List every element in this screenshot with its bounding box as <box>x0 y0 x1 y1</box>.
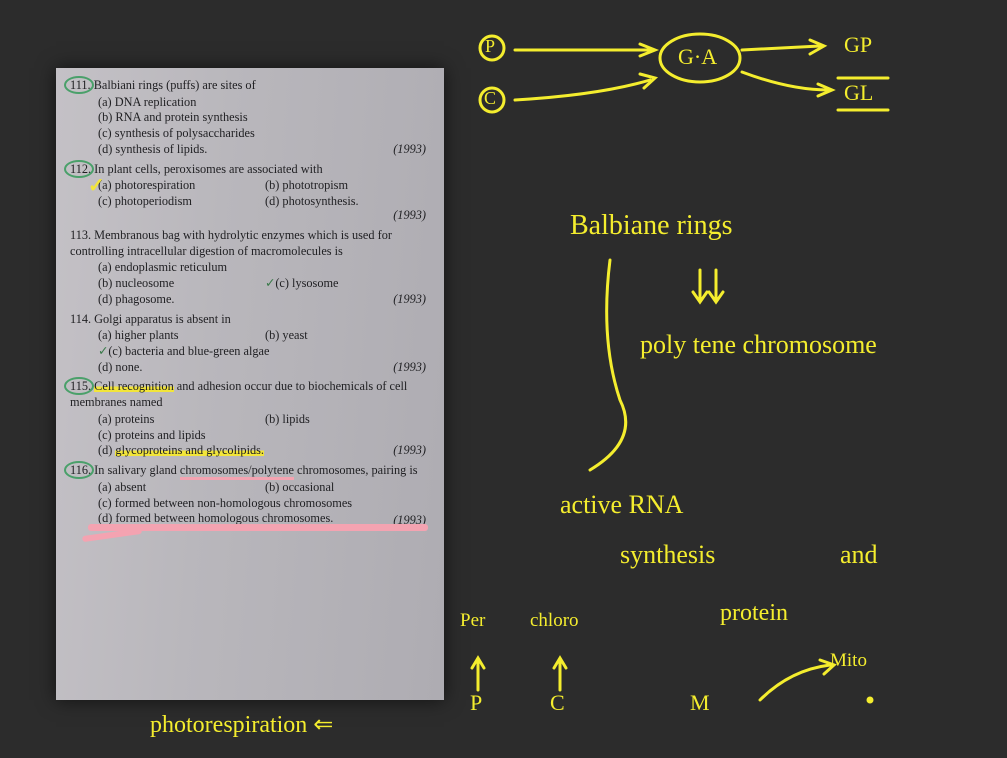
question-115: 115. Cell recognition and adhesion occur… <box>70 379 432 459</box>
question-stem: Cell recognition and adhesion occur due … <box>70 379 407 409</box>
option-b: (b) occasional <box>265 480 432 496</box>
question-number: 112. <box>70 162 91 176</box>
printed-page: 111. Balbiani rings (puffs) are sites of… <box>56 68 444 700</box>
hw-p-label: P <box>485 36 495 57</box>
option-b: (b) lipids <box>265 412 432 428</box>
pink-underline-icon <box>82 528 142 542</box>
hw-mito: Mito <box>830 650 867 672</box>
hw-c-label: C <box>484 88 496 109</box>
option-a: (a) photorespiration <box>98 178 265 194</box>
option-c: (c) synthesis of polysaccharides <box>98 126 432 142</box>
hw-c2: C <box>550 690 565 716</box>
option-a: (a) absent <box>98 480 265 496</box>
question-114: 114. Golgi apparatus is absent in (a) hi… <box>70 312 432 376</box>
year-label: (1993) <box>393 443 426 459</box>
question-number: 111. <box>70 78 91 92</box>
option-a: (a) proteins <box>98 412 265 428</box>
hw-ga-label: G·A <box>678 44 717 70</box>
question-number: 116. <box>70 463 91 477</box>
hw-and: and <box>840 540 878 570</box>
option-c: ✓(c) bacteria and blue-green algae <box>98 344 432 360</box>
option-a: (a) higher plants <box>98 328 265 344</box>
year-label: (1993) <box>393 513 426 529</box>
hw-frac-top: GP <box>844 32 872 58</box>
hw-balbiane: Balbiane rings <box>570 210 733 242</box>
question-113: 113. Membranous bag with hydrolytic enzy… <box>70 228 432 308</box>
hw-synthesis: synthesis <box>620 540 715 570</box>
year-label: (1993) <box>393 292 426 308</box>
option-d: (d) glycoproteins and glycolipids. <box>98 443 432 459</box>
option-c: (c) proteins and lipids <box>98 428 432 444</box>
question-116: 116. In salivary gland chromosomes/polyt… <box>70 463 432 527</box>
question-111: 111. Balbiani rings (puffs) are sites of… <box>70 78 432 158</box>
year-label: (1993) <box>393 142 426 158</box>
hw-m: M <box>690 690 710 716</box>
option-b: (b) RNA and protein synthesis <box>98 110 432 126</box>
question-number: 115. <box>70 379 91 393</box>
option-b: (b) nucleosome <box>98 276 265 292</box>
year-label: (1993) <box>393 208 426 224</box>
hw-active-rna: active RNA <box>560 490 683 520</box>
question-stem: In plant cells, peroxisomes are associat… <box>94 162 322 176</box>
option-a: (a) endoplasmic reticulum <box>98 260 432 276</box>
year-label: (1993) <box>393 360 426 376</box>
hw-polytene: poly tene chromosome <box>640 330 877 360</box>
question-stem: Golgi apparatus is absent in <box>94 312 231 326</box>
question-stem: In salivary gland chromosomes/polytene c… <box>94 463 417 480</box>
question-stem: Membranous bag with hydrolytic enzymes w… <box>70 228 392 258</box>
option-d: (d) none. <box>98 360 432 376</box>
hw-frac-bot: GL <box>844 80 873 106</box>
question-stem: Balbiani rings (puffs) are sites of <box>94 78 256 92</box>
option-c: ✓(c) lysosome <box>265 276 432 292</box>
option-a: (a) DNA replication <box>98 95 432 111</box>
question-number: 113. <box>70 228 91 242</box>
option-c: (c) formed between non-homologous chromo… <box>98 496 432 512</box>
option-b: (b) phototropism <box>265 178 432 194</box>
option-d: (d) formed between homologous chromosome… <box>98 511 432 527</box>
hw-protein: protein <box>720 600 788 627</box>
option-d: (d) synthesis of lipids. <box>98 142 432 158</box>
question-number: 114. <box>70 312 91 326</box>
hw-per: Per <box>460 610 485 632</box>
option-c: (c) photoperiodism <box>98 194 265 210</box>
question-112: 112. In plant cells, peroxisomes are ass… <box>70 162 432 210</box>
hw-chloro: chloro <box>530 610 579 632</box>
option-d: (d) phagosome. <box>98 292 432 308</box>
hw-photorespiration: photorespiration ⇐ <box>150 710 333 739</box>
option-b: (b) yeast <box>265 328 432 344</box>
hw-p: P <box>470 690 482 716</box>
